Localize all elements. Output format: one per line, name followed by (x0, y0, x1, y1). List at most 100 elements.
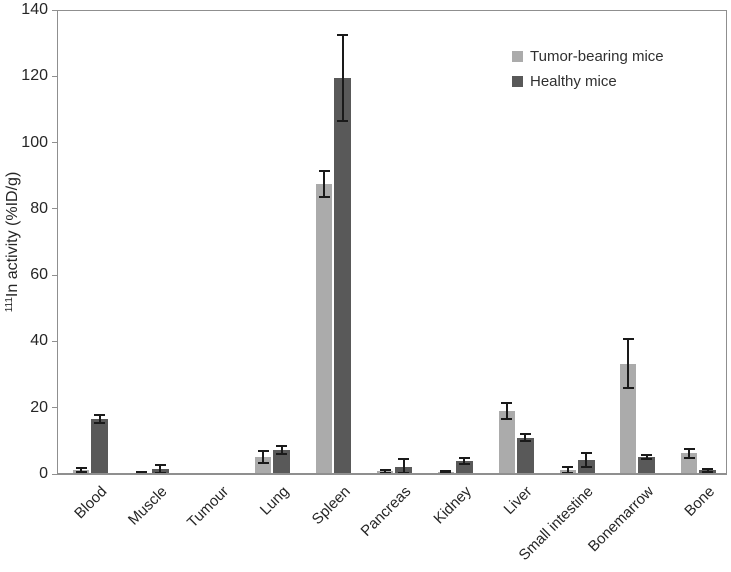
error-bar-healthy-mice-kidney (463, 457, 466, 465)
error-bar-tumor-bearing-mice-bone-bottom-cap (683, 457, 695, 460)
error-bar-healthy-mice-blood (98, 415, 101, 424)
bar-healthy-mice-liver (516, 437, 534, 474)
y-axis-tick (52, 340, 58, 342)
error-bar-tumor-bearing-mice-kidney-bottom-cap (440, 471, 452, 474)
error-bar-healthy-mice-spleen (341, 34, 344, 121)
bar-healthy-mice-lung (273, 450, 291, 474)
y-axis-tick (52, 75, 58, 77)
y-axis-tick-label: 120 (21, 67, 48, 85)
plot-right-border (726, 10, 727, 475)
error-bar-tumor-bearing-mice-small-intestine (566, 467, 569, 473)
y-axis-tick-label: 100 (21, 133, 48, 151)
x-axis-label-lung: Lung (256, 483, 293, 519)
y-axis-tick-label: 140 (21, 1, 48, 18)
error-bar-healthy-mice-pancreas (402, 459, 405, 473)
bar-tumor-bearing-mice-lung (255, 456, 272, 474)
error-bar-tumor-bearing-mice-spleen-top-cap (318, 169, 330, 172)
error-bar-healthy-mice-small-intestine-bottom-cap (580, 466, 592, 469)
error-bar-tumor-bearing-mice-kidney-top-cap (440, 469, 452, 472)
y-axis-tick-label: 80 (30, 199, 48, 217)
error-bar-tumor-bearing-mice-bonemarrow-bottom-cap (622, 387, 634, 390)
legend-label-healthy-mice: Healthy mice (530, 73, 617, 90)
error-bar-healthy-mice-liver-bottom-cap (519, 440, 531, 443)
y-axis-tick-label: 0 (39, 465, 48, 482)
error-bar-healthy-mice-bonemarrow (645, 454, 648, 459)
legend: Tumor-bearing mice Healthy mice (512, 44, 664, 94)
error-bar-tumor-bearing-mice-bone-top-cap (683, 447, 695, 450)
bar-tumor-bearing-mice-bonemarrow (620, 363, 637, 474)
error-bar-tumor-bearing-mice-pancreas (384, 470, 387, 473)
x-axis-label-blood: Blood (70, 483, 111, 523)
error-bar-healthy-mice-lung-bottom-cap (276, 453, 288, 456)
legend-item-tumor-bearing-mice: Tumor-bearing mice (512, 44, 664, 69)
error-bar-healthy-mice-kidney-bottom-cap (458, 463, 470, 466)
y-axis-tick (52, 208, 58, 210)
error-bar-tumor-bearing-mice-liver-top-cap (501, 401, 513, 404)
y-axis-tick-label: 60 (30, 266, 48, 284)
error-bar-healthy-mice-bone-bottom-cap (702, 470, 714, 473)
x-axis-label-muscle: Muscle (125, 483, 171, 529)
error-bar-healthy-mice-muscle (159, 464, 162, 473)
error-bar-tumor-bearing-mice-lung (262, 450, 265, 463)
y-axis-tick-label: 20 (30, 398, 48, 416)
y-axis-tick-label: 40 (30, 332, 48, 350)
error-bar-tumor-bearing-mice-pancreas-bottom-cap (379, 471, 391, 474)
error-bar-healthy-mice-bonemarrow-top-cap (641, 453, 653, 456)
error-bar-tumor-bearing-mice-bone (688, 448, 691, 459)
legend-label-tumor-bearing-mice: Tumor-bearing mice (530, 48, 664, 65)
legend-swatch-tumor-bearing-mice (512, 51, 523, 62)
error-bar-tumor-bearing-mice-lung-top-cap (257, 449, 269, 452)
x-axis-label-bone: Bone (681, 483, 719, 520)
error-bar-tumor-bearing-mice-lung-bottom-cap (257, 461, 269, 464)
error-bar-tumor-bearing-mice-bonemarrow (627, 339, 630, 389)
error-bar-healthy-mice-liver-top-cap (519, 432, 531, 435)
error-bar-healthy-mice-muscle-top-cap (154, 463, 166, 466)
error-bar-healthy-mice-bone (706, 469, 709, 472)
legend-item-healthy-mice: Healthy mice (512, 69, 664, 94)
error-bar-tumor-bearing-mice-blood-bottom-cap (75, 471, 87, 474)
bar-tumor-bearing-mice-liver (498, 411, 515, 474)
error-bar-tumor-bearing-mice-spleen (323, 170, 326, 198)
bar-healthy-mice-bonemarrow (638, 456, 656, 474)
error-bar-tumor-bearing-mice-blood-top-cap (75, 466, 87, 469)
error-bar-healthy-mice-blood-bottom-cap (94, 422, 105, 425)
error-bar-healthy-mice-lung (280, 446, 283, 455)
error-bar-healthy-mice-blood-top-cap (94, 414, 105, 417)
x-axis-label-liver: Liver (500, 483, 536, 519)
error-bar-tumor-bearing-mice-bonemarrow-top-cap (622, 338, 634, 341)
error-bar-healthy-mice-spleen-bottom-cap (337, 120, 349, 123)
y-axis-tick (52, 407, 58, 409)
error-bar-healthy-mice-pancreas-top-cap (398, 458, 410, 461)
error-bar-tumor-bearing-mice-liver (505, 402, 508, 420)
x-axis-label-pancreas: Pancreas (357, 483, 415, 540)
error-bar-tumor-bearing-mice-small-intestine-bottom-cap (562, 471, 574, 474)
x-axis-label-tumour: Tumour (183, 483, 232, 532)
error-bar-healthy-mice-lung-top-cap (276, 445, 288, 448)
error-bar-healthy-mice-bone-top-cap (702, 468, 714, 471)
legend-swatch-healthy-mice (512, 76, 523, 87)
error-bar-healthy-mice-spleen-top-cap (337, 33, 349, 36)
error-bar-healthy-mice-bonemarrow-bottom-cap (641, 457, 653, 460)
error-bar-healthy-mice-small-intestine (585, 453, 588, 468)
error-bar-healthy-mice-kidney-top-cap (458, 456, 470, 459)
y-axis-tick (52, 274, 58, 276)
error-bar-tumor-bearing-mice-spleen-bottom-cap (318, 196, 330, 199)
x-axis-label-kidney: Kidney (430, 483, 475, 528)
error-bar-tumor-bearing-mice-small-intestine-top-cap (562, 466, 574, 469)
y-axis-tick (52, 9, 58, 11)
bar-tumor-bearing-mice-spleen (316, 184, 333, 474)
plot-top-border (57, 10, 727, 11)
error-bar-healthy-mice-liver (524, 433, 527, 442)
error-bar-tumor-bearing-mice-muscle-top-cap (136, 470, 148, 473)
y-axis-tick (52, 473, 58, 475)
error-bar-healthy-mice-small-intestine-top-cap (580, 452, 592, 455)
error-bar-tumor-bearing-mice-liver-bottom-cap (501, 418, 513, 421)
y-axis-tick (52, 142, 58, 144)
error-bar-tumor-bearing-mice-pancreas-top-cap (379, 469, 391, 472)
bar-healthy-mice-blood (91, 419, 108, 474)
error-bar-tumor-bearing-mice-blood (80, 467, 82, 473)
y-axis-line (57, 10, 58, 475)
x-axis-line (57, 473, 727, 475)
